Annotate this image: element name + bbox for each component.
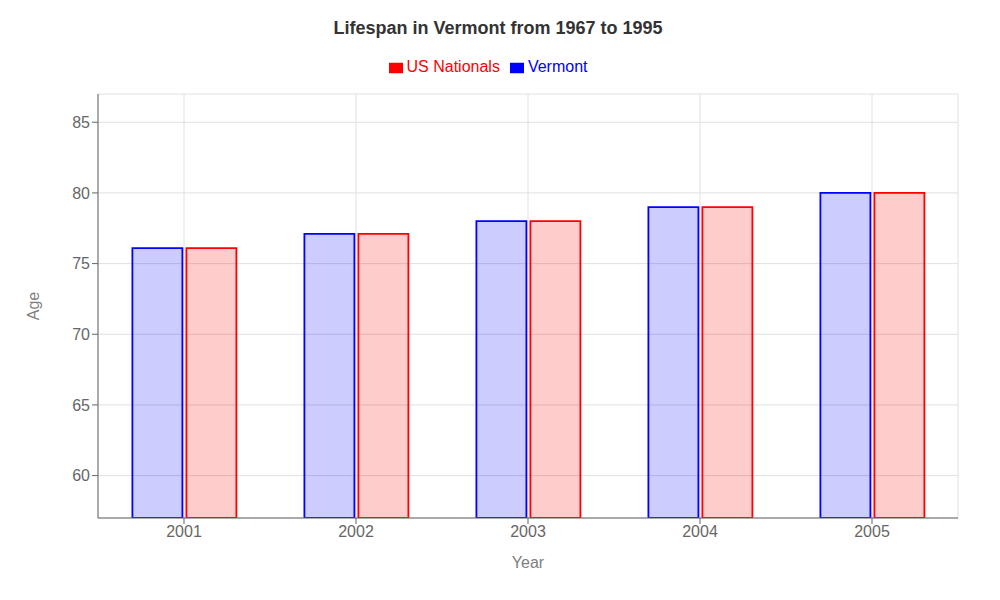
svg-text:70: 70 [72,326,90,343]
html-text:Lifespan in Vermont from 1967: Lifespan in Vermont from 1967 to 1995 [333,18,663,38]
svg-text:Age: Age [25,292,42,321]
svg-text:2005: 2005 [854,523,890,540]
svg-text:75: 75 [72,255,90,272]
svg-text:65: 65 [72,397,90,414]
svg-text:85: 85 [72,114,90,131]
svg-text:2001: 2001 [166,523,202,540]
html-text:US Nationals: US Nationals [406,58,500,75]
svg-text:2002: 2002 [338,523,374,540]
svg-text:Year: Year [512,554,545,571]
svg-text:80: 80 [72,185,90,202]
svg-text:2004: 2004 [682,523,718,540]
svg-text:2003: 2003 [510,523,546,540]
html-text:Vermont: Vermont [527,58,588,75]
svg-text:60: 60 [72,467,90,484]
